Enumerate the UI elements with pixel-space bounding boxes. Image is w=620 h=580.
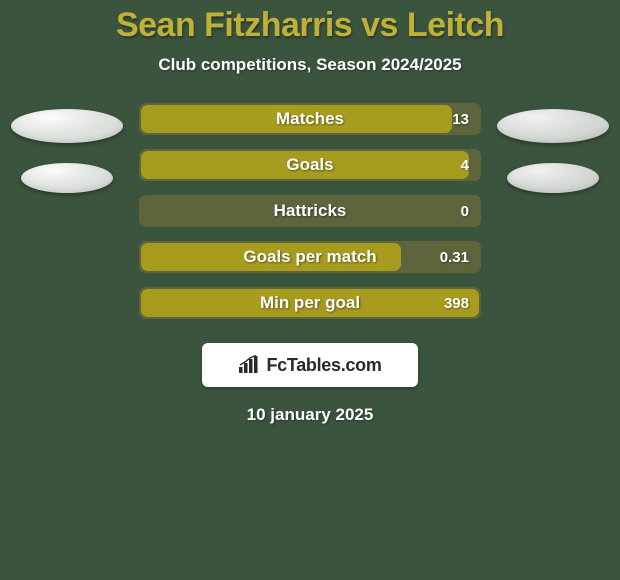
stat-row-matches: Matches 13 [139,103,481,135]
stat-fill-left [141,105,452,133]
player-left-avatar-2 [21,163,113,193]
bar-chart-icon [238,355,260,375]
stat-value-right: 13 [452,105,469,133]
stat-value-left [151,197,155,225]
page-date: 10 january 2025 [0,405,620,425]
player-left-avatar-1 [11,109,123,143]
player-right-avatar-1 [497,109,609,143]
page-root: Sean Fitzharris vs Leitch Club competiti… [0,0,620,580]
stat-row-goals: Goals 4 [139,149,481,181]
page-subtitle: Club competitions, Season 2024/2025 [0,55,620,75]
player-left-avatar-col [11,103,123,193]
comparison-section: Matches 13 Goals 4 Hattricks 0 [0,103,620,319]
stat-bars: Matches 13 Goals 4 Hattricks 0 [139,103,481,319]
stat-value-right: 0 [461,197,469,225]
stat-fill-left [141,151,469,179]
stat-label: Hattricks [141,197,479,225]
player-right-avatar-2 [507,163,599,193]
brand-text: FcTables.com [266,355,381,376]
stat-row-goals-per-match: Goals per match 0.31 [139,241,481,273]
stat-row-min-per-goal: Min per goal 398 [139,287,481,319]
stat-value-right: 0.31 [440,243,469,271]
brand-badge[interactable]: FcTables.com [202,343,418,387]
stat-fill-left [141,289,479,317]
stat-fill-left [141,243,401,271]
page-title: Sean Fitzharris vs Leitch [0,0,620,45]
stat-row-hattricks: Hattricks 0 [139,195,481,227]
player-right-avatar-col [497,103,609,193]
